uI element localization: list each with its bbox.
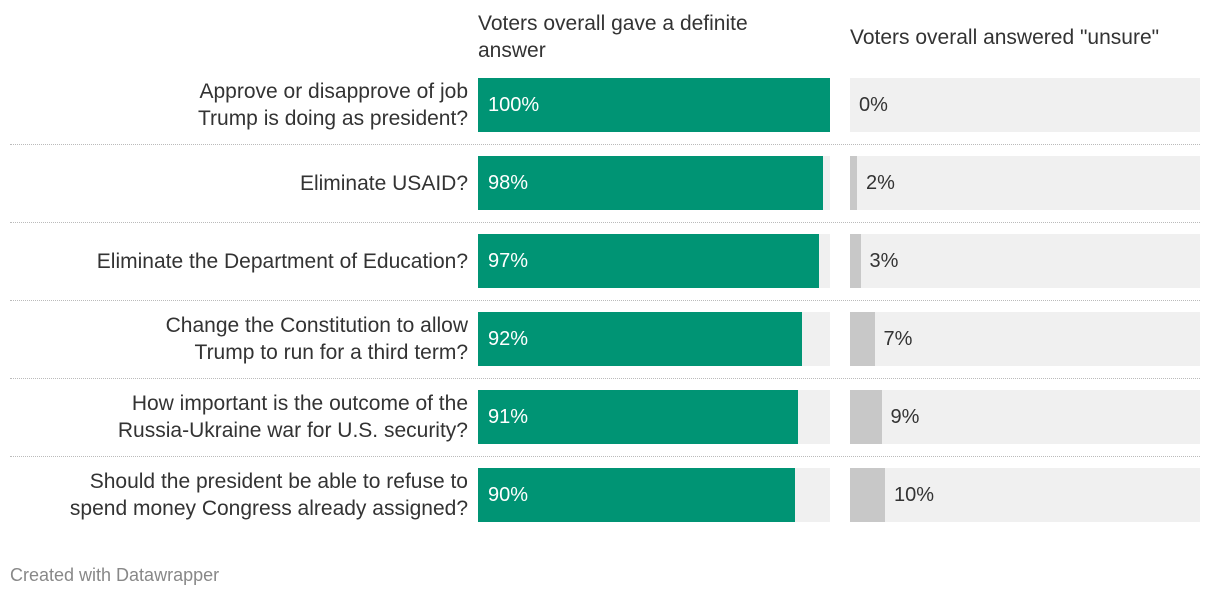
bar-background (850, 390, 1200, 444)
category-label: Change the Constitution to allow Trump t… (165, 314, 468, 364)
bar-background (850, 468, 1200, 522)
bar (478, 234, 820, 288)
bar (478, 468, 795, 522)
value-label: 97% (488, 250, 529, 272)
bar (478, 156, 823, 210)
credit: Created with Datawrapper (10, 565, 220, 585)
category-label: Approve or disapprove of job Trump is do… (197, 80, 468, 130)
category-label: Eliminate the Department of Education? (96, 249, 468, 273)
bar (478, 390, 799, 444)
value-label: 10% (894, 484, 935, 506)
value-label: 100% (488, 94, 540, 116)
bar (478, 78, 830, 132)
value-label: 91% (488, 406, 529, 428)
value-label: 9% (890, 406, 920, 428)
value-label: 98% (488, 172, 529, 194)
bar-background (850, 156, 1200, 210)
row-separator (10, 456, 1200, 457)
bar (850, 390, 882, 444)
row-separator (10, 222, 1200, 223)
bar (478, 312, 802, 366)
bar (850, 312, 875, 366)
bar-background (850, 78, 1200, 132)
bar (850, 468, 885, 522)
value-label: 7% (883, 328, 913, 350)
value-label: 0% (859, 94, 888, 116)
value-label: 90% (488, 484, 529, 506)
bar (850, 156, 857, 210)
value-label: 92% (488, 328, 529, 350)
category-label: How important is the outcome of the Russ… (117, 392, 468, 442)
row-separator (10, 300, 1200, 301)
bar-background (850, 312, 1200, 366)
bar (850, 234, 861, 288)
column-header: Voters overall gave a definite answer (478, 12, 748, 62)
category-label: Should the president be able to refuse t… (69, 470, 468, 520)
bar-background (850, 234, 1200, 288)
row-separator (10, 144, 1200, 145)
value-label: 2% (866, 172, 895, 194)
column-header: Voters overall answered "unsure" (850, 26, 1160, 49)
value-label: 3% (869, 250, 899, 272)
row-separator (10, 378, 1200, 379)
category-label: Eliminate USAID? (299, 171, 468, 195)
